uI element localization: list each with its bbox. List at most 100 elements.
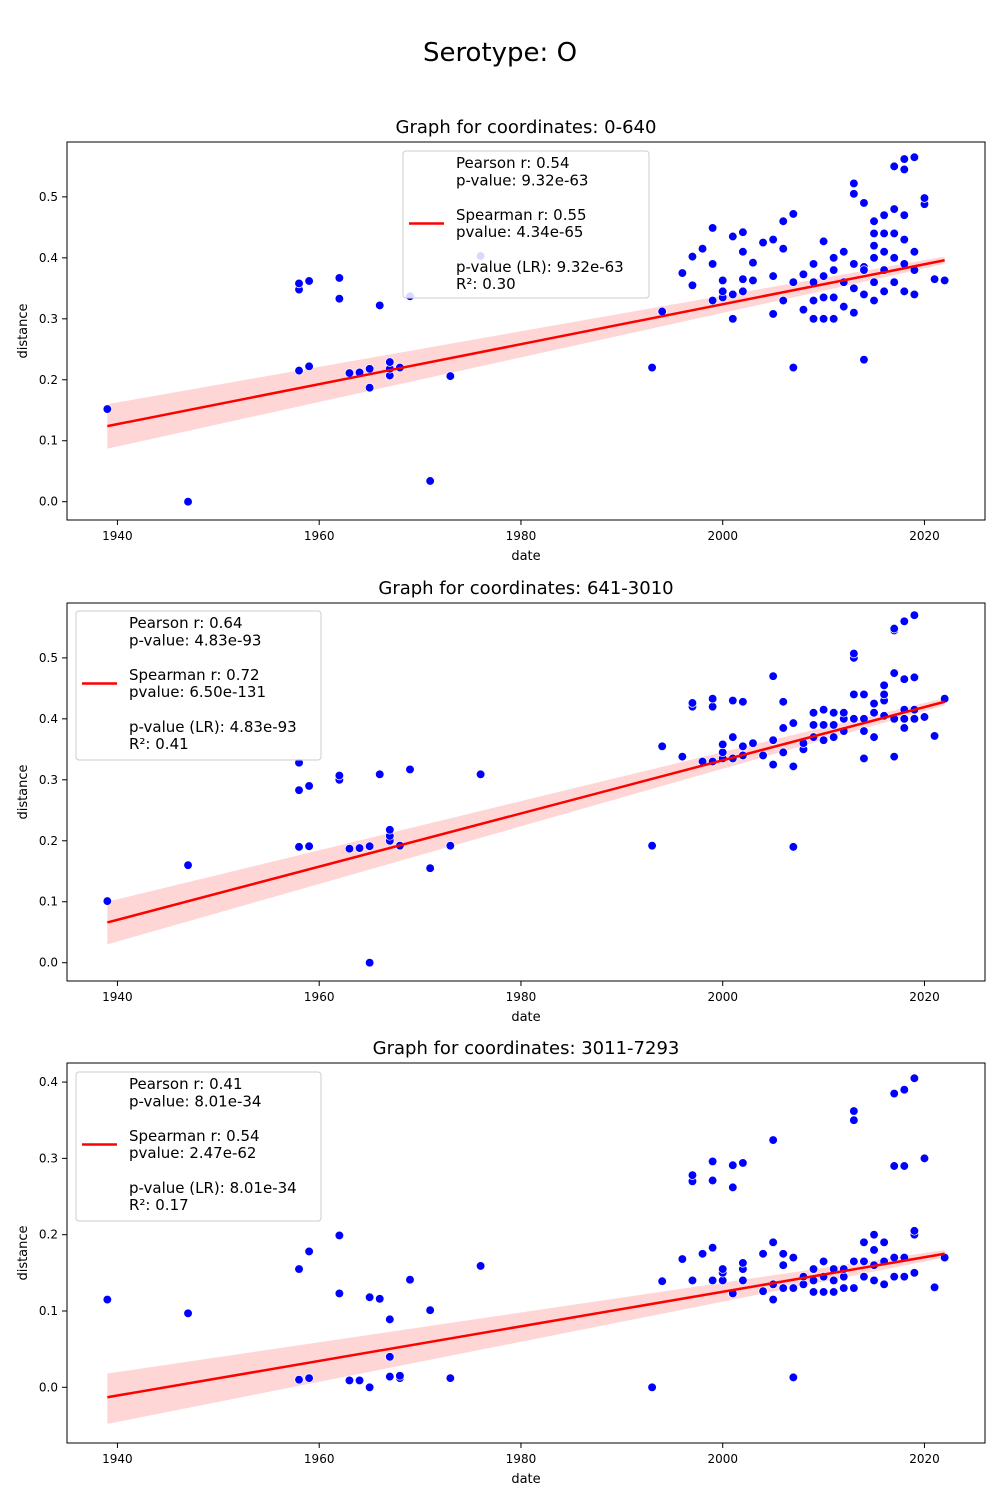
data-point [687, 280, 698, 290]
data-point [385, 1371, 395, 1382]
legend-box [402, 150, 650, 299]
data-point [718, 747, 728, 758]
data-point [879, 286, 889, 297]
data-point [808, 708, 819, 718]
y-tick-label: 0.0 [39, 495, 58, 509]
y-axis-label: distance [16, 1225, 31, 1280]
data-point [859, 753, 869, 764]
data-point [889, 623, 899, 634]
data-point [728, 314, 738, 324]
data-point [647, 841, 657, 851]
y-tick-label: 0.2 [39, 373, 58, 387]
data-point [405, 1275, 415, 1285]
data-point [879, 689, 889, 700]
legend-box [75, 610, 322, 761]
legend-text: Pearson r: 0.64 [129, 614, 243, 632]
y-tick-label: 0.4 [39, 251, 58, 265]
legend-text: Pearson r: 0.54 [456, 154, 570, 172]
data-point [849, 1256, 859, 1267]
data-point [425, 476, 435, 486]
data-point [728, 695, 738, 706]
data-point [808, 314, 819, 324]
data-point [748, 738, 758, 748]
data-point [879, 680, 889, 690]
data-point [919, 193, 930, 203]
data-point [758, 237, 768, 248]
data-point [768, 1237, 778, 1247]
data-point [899, 1085, 909, 1095]
y-tick-label: 0.4 [39, 1075, 58, 1089]
data-point [445, 371, 455, 381]
data-point [738, 1158, 748, 1168]
data-point [183, 860, 193, 870]
y-tick-label: 0.1 [39, 1304, 58, 1318]
scatter-plot-3011-7293: Graph for coordinates: 3011-7293 1940 1960… [16, 1038, 986, 1487]
legend-text: p-value (LR): 4.83e-93 [129, 718, 297, 736]
x-tick-label: 1940 [102, 1452, 133, 1466]
data-point [788, 362, 798, 373]
data-point [405, 764, 415, 775]
data-point [294, 842, 304, 852]
data-point [879, 247, 889, 257]
data-point [889, 161, 899, 172]
data-point [445, 841, 455, 851]
data-point [445, 1373, 455, 1383]
data-point [738, 1275, 748, 1286]
data-point [798, 305, 809, 315]
data-point [798, 269, 809, 279]
data-point [304, 841, 314, 851]
data-point [849, 1115, 859, 1125]
data-point [304, 781, 314, 791]
data-point [829, 708, 839, 718]
data-point [879, 1237, 889, 1247]
data-point [788, 277, 798, 287]
data-point [385, 1314, 395, 1325]
data-point [364, 383, 375, 393]
data-point [889, 1252, 899, 1263]
axes-frame [66, 1062, 986, 1444]
data-point [738, 247, 748, 257]
legend-text: p-value: 8.01e-34 [129, 1092, 261, 1110]
data-point [728, 289, 738, 300]
data-point [929, 274, 940, 284]
data-point [919, 1153, 930, 1164]
data-point [102, 404, 113, 414]
data-point [899, 723, 909, 733]
data-point [829, 265, 839, 275]
data-point [778, 723, 788, 733]
x-tick-label: 1960 [304, 529, 335, 543]
data-point [899, 1161, 909, 1171]
data-point [748, 258, 758, 268]
data-point [849, 714, 859, 724]
axes-frame [66, 141, 986, 521]
data-point [758, 1286, 768, 1296]
data-point [899, 164, 909, 175]
data-point [778, 216, 788, 226]
data-point [768, 271, 778, 281]
x-tick-label: 2020 [909, 990, 940, 1004]
data-point [294, 278, 304, 289]
scatter-points [102, 610, 950, 968]
data-point [849, 648, 859, 659]
data-point [869, 240, 879, 251]
chart-title: Graph for coordinates: 3011-7293 [373, 1038, 680, 1059]
y-tick-label: 0.3 [39, 312, 58, 326]
data-point [788, 1252, 798, 1263]
data-point [707, 223, 718, 233]
y-axis-label: distance [16, 303, 31, 358]
data-point [869, 277, 879, 287]
data-point [738, 227, 748, 237]
data-point [859, 726, 869, 736]
data-point [718, 286, 728, 297]
data-point [818, 236, 829, 247]
data-point [829, 732, 839, 742]
data-point [849, 178, 859, 189]
data-point [829, 720, 839, 730]
data-point [808, 720, 819, 730]
data-point [818, 705, 829, 715]
data-point [334, 1230, 345, 1241]
data-point [768, 234, 778, 245]
regression-line [107, 1252, 945, 1399]
data-point [899, 234, 909, 245]
data-point [929, 731, 940, 741]
